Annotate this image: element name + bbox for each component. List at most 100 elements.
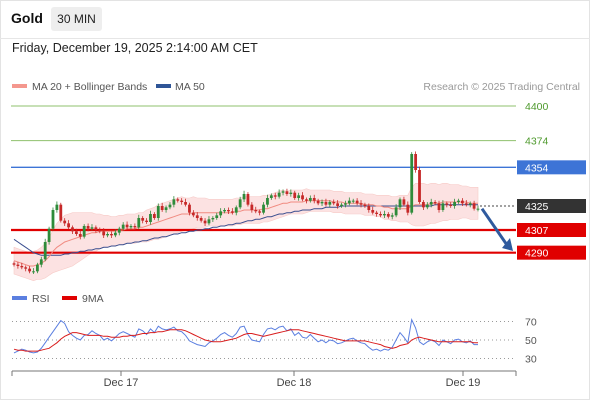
candle-body <box>180 200 184 202</box>
candle <box>47 226 51 245</box>
candle-body <box>152 214 156 218</box>
candle-body <box>219 211 223 216</box>
candle-body <box>445 203 449 205</box>
candle-body <box>332 202 336 204</box>
candle <box>410 152 414 215</box>
candle <box>394 204 398 218</box>
candle <box>289 189 293 197</box>
candle <box>223 208 226 214</box>
level-value: 4325 <box>525 201 549 213</box>
candle-body <box>90 227 94 229</box>
candle-body <box>39 259 43 265</box>
candle-body <box>117 228 121 233</box>
candle <box>250 202 254 213</box>
candle <box>172 196 176 208</box>
candle-body <box>406 204 410 213</box>
candle <box>71 225 74 234</box>
candle-body <box>390 215 394 217</box>
candle <box>449 202 453 208</box>
ma20-line <box>13 200 478 267</box>
candle-body <box>285 191 289 194</box>
legend-label-ma50: MA 50 <box>175 81 205 93</box>
level-label-4354: 4354 <box>517 160 586 175</box>
level-value: 4290 <box>525 248 549 260</box>
candle <box>227 207 230 214</box>
level-value: 4354 <box>525 162 549 174</box>
candle-body <box>207 219 211 224</box>
candle <box>110 231 113 238</box>
rsi-ma-line <box>13 329 478 352</box>
candle-body <box>461 200 464 204</box>
candle-body <box>47 228 51 242</box>
candle-body <box>266 198 269 205</box>
candle <box>102 228 106 238</box>
candle <box>203 218 207 226</box>
candle-body <box>113 232 117 236</box>
candle-body <box>125 224 129 228</box>
candle-body <box>59 204 63 221</box>
candle-body <box>215 215 219 218</box>
candle-body <box>67 223 70 228</box>
candle-body <box>297 195 301 198</box>
level-tag <box>517 223 586 237</box>
timestamp: Friday, December 19, 2025 2:14:00 AM CET <box>12 41 258 55</box>
candle-body <box>12 263 16 265</box>
candle <box>121 222 125 231</box>
candle <box>305 197 308 204</box>
candle-body <box>453 202 457 206</box>
candle <box>445 201 449 208</box>
candle-body <box>269 195 273 198</box>
candle <box>320 199 324 206</box>
candle <box>422 200 425 210</box>
candle-body <box>71 227 74 232</box>
interval-button[interactable]: 30 MIN <box>51 7 102 31</box>
candle-body <box>211 218 215 220</box>
candle <box>476 205 480 212</box>
candle <box>359 200 363 208</box>
candle-body <box>250 204 254 210</box>
candle <box>390 212 394 220</box>
candle <box>145 218 148 224</box>
rsi-line <box>13 318 478 354</box>
level-label-4400: 4400 <box>525 101 549 113</box>
candle <box>262 202 265 215</box>
candle-body <box>51 210 55 229</box>
candle-body <box>429 202 433 205</box>
candle <box>32 268 35 274</box>
level-label-4325: 4325 <box>517 199 586 213</box>
candle <box>86 223 90 232</box>
candle <box>429 198 433 208</box>
candle-body <box>258 211 262 213</box>
candle <box>453 198 457 209</box>
candle <box>211 216 215 222</box>
candle <box>219 208 223 218</box>
candle-body <box>223 210 226 212</box>
candle <box>281 189 285 196</box>
candle-body <box>457 200 460 202</box>
candle <box>63 218 67 226</box>
candle <box>351 198 355 204</box>
candle <box>20 262 24 270</box>
rsi-tick-label: 50 <box>525 335 537 347</box>
candle <box>363 202 367 208</box>
candle <box>437 200 441 213</box>
candle <box>238 196 242 210</box>
candle <box>328 200 332 208</box>
candle-body <box>437 203 441 210</box>
candle <box>347 197 351 206</box>
candle <box>301 192 304 202</box>
level-label-4307: 4307 <box>517 223 586 237</box>
level-label-4374: 4374 <box>525 136 549 148</box>
candle <box>82 224 86 239</box>
candle-body <box>472 203 476 209</box>
candle-body <box>379 214 382 216</box>
candle-body <box>375 212 379 214</box>
candle <box>336 200 340 209</box>
time-tick-label: Dec 19 <box>446 377 481 389</box>
candle-body <box>464 203 468 205</box>
candle-body <box>55 204 59 210</box>
candle <box>199 216 203 223</box>
candle <box>55 201 59 213</box>
candle <box>117 226 121 236</box>
